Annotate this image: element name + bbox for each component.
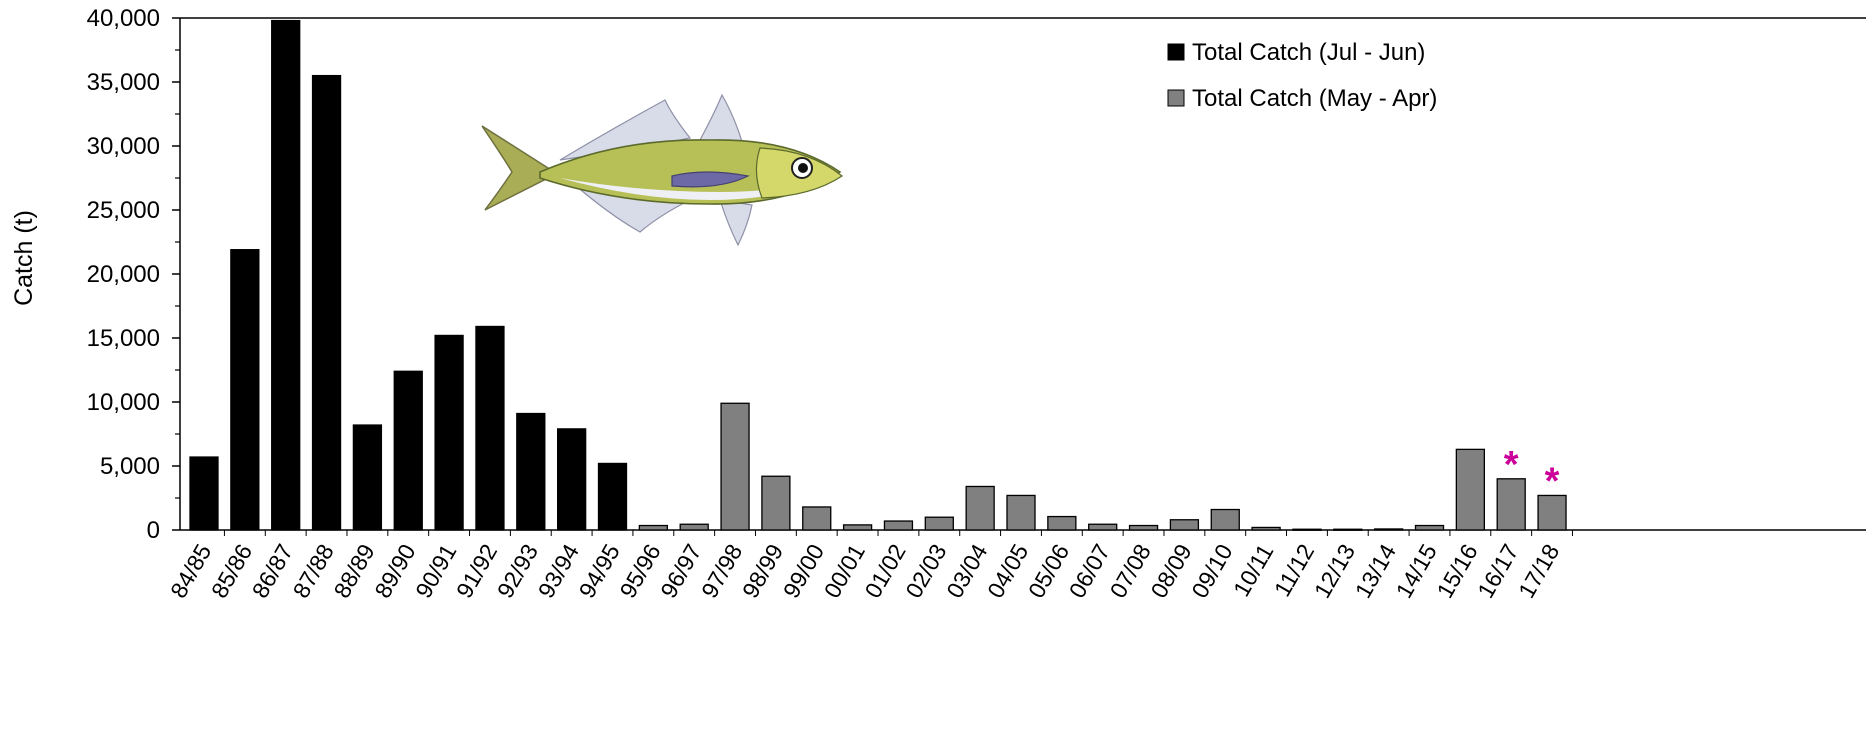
bar-92-93 xyxy=(516,412,546,531)
bar-00-01 xyxy=(842,524,873,531)
x-tick-label: 92/93 xyxy=(492,540,543,603)
bar-10-11 xyxy=(1251,526,1281,531)
bar-88-89 xyxy=(352,424,383,531)
bar-99-00 xyxy=(802,506,832,531)
fish-dorsal-fin xyxy=(559,99,692,161)
bar-94-95 xyxy=(597,462,628,531)
x-tick-label: 04/05 xyxy=(982,540,1033,603)
legend-swatch-may-apr xyxy=(1167,89,1185,107)
x-tick-label: 03/04 xyxy=(941,539,992,602)
x-tick-label: 13/14 xyxy=(1350,539,1401,602)
fish-pelvic-fin xyxy=(719,199,753,247)
legend-swatch-jul-jun xyxy=(1167,43,1185,61)
fish-tail xyxy=(481,125,549,211)
fish-second-dorsal-fin xyxy=(699,93,743,143)
x-tick-label: 02/03 xyxy=(900,540,951,603)
y-tick-label: 35,000 xyxy=(87,69,160,96)
y-tick-label: 20,000 xyxy=(87,261,160,288)
y-tick-label: 5,000 xyxy=(100,453,160,480)
bar-14-15 xyxy=(1414,524,1445,531)
bar-12-13 xyxy=(1333,528,1363,531)
x-tick-label: 96/97 xyxy=(655,540,706,603)
bar-87-88 xyxy=(311,74,342,531)
bar-16-17 xyxy=(1496,478,1526,531)
bar-86-87 xyxy=(271,19,301,531)
bar-08-09 xyxy=(1169,519,1200,531)
bar-06-07 xyxy=(1088,523,1118,531)
x-tick-label: 09/10 xyxy=(1186,540,1237,603)
x-tick-label: 01/02 xyxy=(859,540,910,603)
fish-pectoral-fin xyxy=(671,171,750,188)
x-tick-label: 12/13 xyxy=(1309,540,1360,603)
bar-11-12 xyxy=(1292,528,1322,531)
bar-96-97 xyxy=(679,523,709,531)
legend-label-jul-jun: Total Catch (Jul - Jun) xyxy=(1192,39,1425,66)
x-tick-label: 88/89 xyxy=(328,540,379,603)
x-tick-label: 87/88 xyxy=(288,540,339,603)
bar-04-05 xyxy=(1006,494,1036,531)
y-tick-label: 10,000 xyxy=(87,389,160,416)
y-tick-label: 0 xyxy=(147,517,160,544)
x-tick-label: 85/86 xyxy=(206,540,257,603)
fish-pupil xyxy=(798,163,808,173)
x-tick-label: 86/87 xyxy=(247,540,298,603)
x-axis-tick-labels: 84/8585/8686/8787/8888/8989/9090/9191/92… xyxy=(165,530,1573,603)
y-tick-label: 30,000 xyxy=(87,133,160,160)
bar-85-86 xyxy=(230,249,260,531)
x-tick-label: 15/16 xyxy=(1431,540,1482,603)
y-tick-label: 15,000 xyxy=(87,325,160,352)
y-axis-label: Catch (t) xyxy=(10,210,38,306)
x-tick-label: 06/07 xyxy=(1064,540,1115,603)
bar-07-08 xyxy=(1128,524,1159,531)
bars-group xyxy=(189,19,1567,531)
x-tick-label: 99/00 xyxy=(778,540,829,603)
x-tick-label: 91/92 xyxy=(451,540,502,603)
bar-09-10 xyxy=(1210,508,1240,531)
x-tick-label: 98/99 xyxy=(737,540,788,603)
fish-illustration xyxy=(481,93,844,247)
x-tick-label: 93/94 xyxy=(533,539,584,602)
bar-95-96 xyxy=(638,524,668,531)
bar-02-03 xyxy=(924,516,954,531)
asterisk-annotation: * xyxy=(1545,460,1560,502)
bar-15-16 xyxy=(1455,448,1485,531)
bar-03-04 xyxy=(965,485,995,531)
bar-89-90 xyxy=(393,370,423,531)
bar-13-14 xyxy=(1374,528,1404,531)
x-tick-label: 05/06 xyxy=(1023,540,1074,603)
x-tick-label: 07/08 xyxy=(1105,540,1156,603)
bar-90-91 xyxy=(434,334,464,531)
bar-01-02 xyxy=(883,520,914,531)
x-tick-label: 10/11 xyxy=(1228,540,1278,601)
x-tick-label: 90/91 xyxy=(410,540,461,603)
annotations-group: * * xyxy=(1504,444,1560,503)
bar-17-18 xyxy=(1537,494,1567,531)
asterisk-annotation: * xyxy=(1504,444,1519,486)
x-tick-label: 95/96 xyxy=(614,540,665,603)
bar-97-98 xyxy=(720,402,750,531)
x-tick-label: 17/18 xyxy=(1513,540,1564,603)
x-tick-label: 08/09 xyxy=(1145,540,1196,603)
x-tick-label: 94/95 xyxy=(574,540,625,603)
legend-label-may-apr: Total Catch (May - Apr) xyxy=(1192,85,1437,112)
bar-91-92 xyxy=(475,325,505,531)
x-tick-label: 84/85 xyxy=(165,540,216,603)
bar-84-85 xyxy=(189,456,219,531)
bar-98-99 xyxy=(761,475,791,531)
y-tick-label: 25,000 xyxy=(87,197,160,224)
x-tick-label: 14/15 xyxy=(1391,540,1442,603)
legend: Total Catch (Jul - Jun) Total Catch (May… xyxy=(1167,39,1437,112)
bar-05-06 xyxy=(1047,515,1077,531)
y-tick-label: 40,000 xyxy=(87,5,160,32)
x-tick-label: 16/17 xyxy=(1472,540,1523,603)
x-tick-label: 00/01 xyxy=(819,540,870,603)
bar-93-94 xyxy=(557,428,587,531)
x-tick-label: 97/98 xyxy=(696,540,747,603)
y-axis-ticks: 0 5,000 10,000 15,000 20,000 25,000 30,000 35,0… xyxy=(87,5,180,544)
x-tick-label: 89/90 xyxy=(369,540,420,603)
